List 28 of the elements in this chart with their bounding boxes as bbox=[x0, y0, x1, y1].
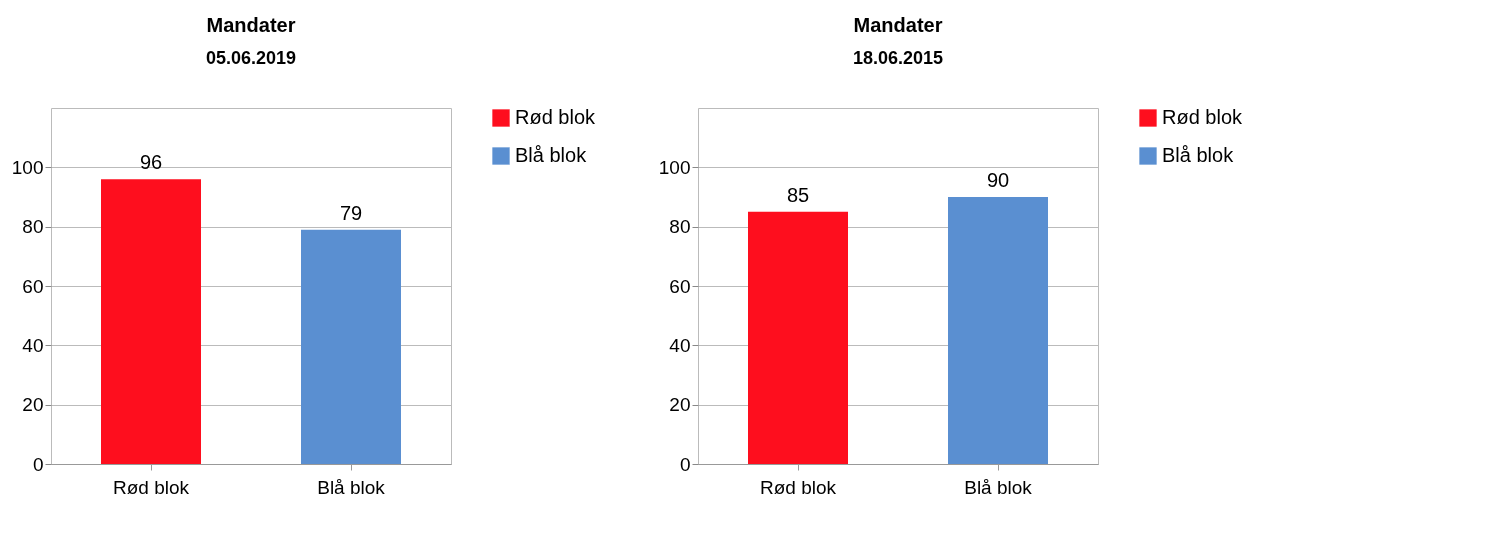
y-tick-label: 40 bbox=[669, 334, 691, 356]
chart-title: Mandater bbox=[206, 14, 296, 36]
y-tick-label: 100 bbox=[11, 156, 44, 178]
y-tick-label: 20 bbox=[22, 394, 44, 416]
y-tick-label: 80 bbox=[22, 216, 44, 238]
data-label: 96 bbox=[139, 151, 163, 174]
y-tick-label: 100 bbox=[658, 156, 691, 178]
chart-subtitle: 05.06.2019 bbox=[205, 48, 297, 68]
y-tick-label: 60 bbox=[669, 275, 691, 297]
legend-label: Rød blok bbox=[1162, 106, 1244, 128]
chart-subtitle: 18.06.2015 bbox=[852, 48, 944, 68]
legend-label: Rød blok bbox=[515, 106, 597, 128]
y-tick-label: 60 bbox=[22, 275, 44, 297]
y-tick-label: 0 bbox=[32, 453, 44, 475]
x-tick-label: Blå blok bbox=[964, 476, 1033, 498]
legend-label: Blå blok bbox=[515, 144, 588, 166]
y-tick-label: 80 bbox=[669, 216, 691, 238]
x-tick-label: Blå blok bbox=[317, 476, 386, 498]
x-tick-label: Rød blok bbox=[112, 476, 190, 498]
data-label: 85 bbox=[786, 183, 810, 206]
x-tick-label: Rød blok bbox=[759, 476, 837, 498]
chart-title: Mandater bbox=[853, 14, 943, 36]
legend-label: Blå blok bbox=[1162, 144, 1235, 166]
y-tick-label: 20 bbox=[669, 394, 691, 416]
data-label: 79 bbox=[339, 201, 363, 224]
y-tick-label: 40 bbox=[22, 334, 44, 356]
data-label: 90 bbox=[986, 169, 1010, 191]
y-tick-label: 0 bbox=[679, 453, 691, 475]
